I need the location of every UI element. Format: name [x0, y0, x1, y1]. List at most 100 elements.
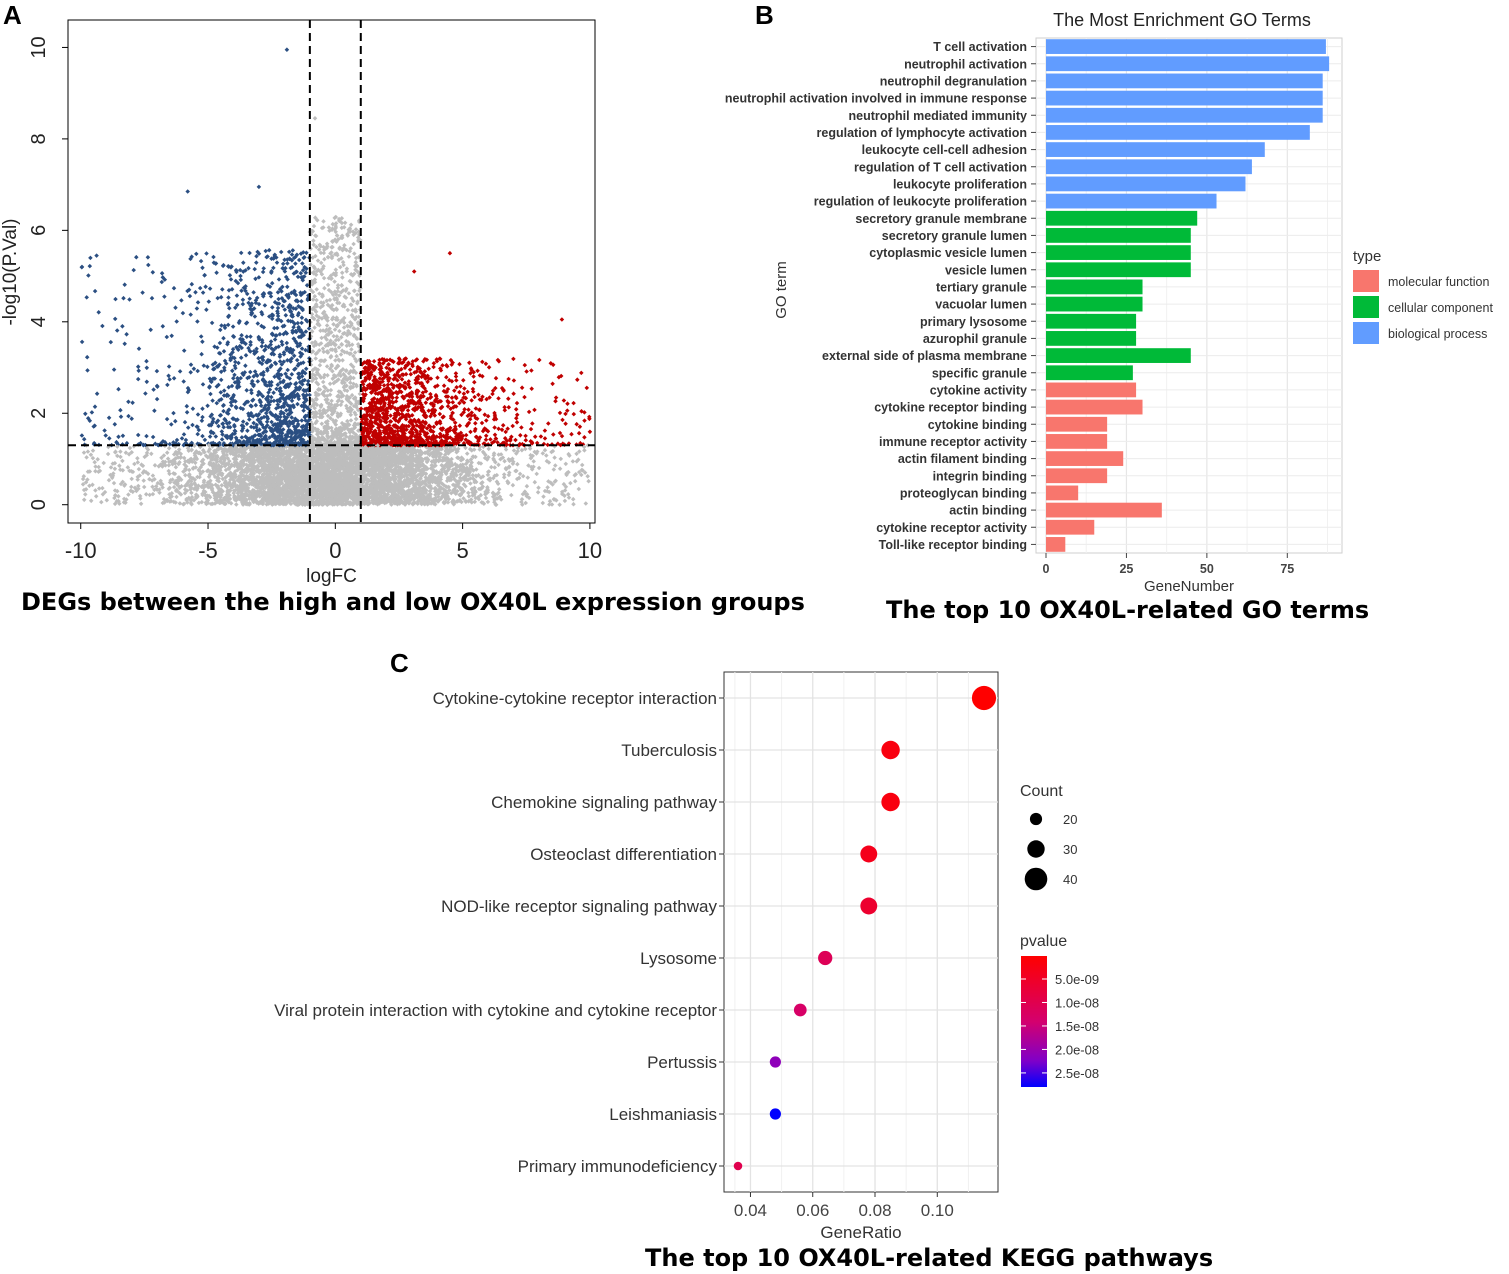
point-ns — [436, 446, 441, 451]
point-ns — [252, 447, 257, 452]
point-ns — [330, 488, 335, 493]
point-ns — [395, 469, 400, 474]
point-ns — [361, 453, 366, 458]
point-ns — [137, 467, 142, 472]
point-ns — [345, 471, 350, 476]
point-down — [275, 443, 280, 448]
point-ns — [248, 453, 253, 458]
point-ns — [296, 501, 301, 506]
point-ns — [306, 444, 311, 449]
point-ns — [337, 491, 342, 496]
point-ns — [410, 464, 415, 469]
point-up — [420, 384, 425, 389]
point-ns — [346, 443, 351, 448]
point-ns — [345, 482, 350, 487]
point-up — [374, 436, 379, 441]
point-down — [273, 300, 278, 305]
point-down — [181, 379, 186, 384]
point-down — [290, 314, 295, 319]
point-ns — [327, 326, 332, 331]
point-ns — [348, 428, 353, 433]
point-down — [291, 248, 296, 253]
point-down — [259, 442, 264, 447]
point-ns — [370, 488, 375, 493]
point-up — [453, 404, 458, 409]
point-ns — [342, 456, 347, 461]
point-ns — [242, 496, 247, 501]
point-ns — [314, 272, 319, 277]
point-down — [214, 270, 219, 275]
point-ns — [286, 465, 291, 470]
point-ns — [323, 468, 328, 473]
point-ns — [423, 475, 428, 480]
point-ns — [432, 476, 437, 481]
point-ns — [411, 479, 416, 484]
point-down — [270, 314, 275, 319]
point-ns — [398, 465, 403, 470]
point-ns — [84, 443, 89, 448]
point-ns — [512, 448, 517, 453]
point-ns — [354, 446, 359, 451]
point-ns — [331, 444, 336, 449]
point-ns — [319, 442, 324, 447]
point-down — [278, 438, 283, 443]
point-ns — [447, 497, 452, 502]
point-ns — [258, 489, 263, 494]
point-ns — [88, 469, 93, 474]
point-ns — [363, 449, 368, 454]
point-ns — [325, 476, 330, 481]
point-ns — [298, 499, 303, 504]
point-ns — [373, 483, 378, 488]
point-ns — [274, 490, 279, 495]
point-down — [239, 346, 244, 351]
point-ns — [286, 443, 291, 448]
point-ns — [344, 289, 349, 294]
point-ns — [252, 458, 257, 463]
point-down — [300, 276, 305, 281]
point-down — [138, 441, 143, 446]
point-down — [283, 441, 288, 446]
point-ns — [384, 454, 389, 459]
point-up — [430, 411, 435, 416]
point-ns — [332, 441, 337, 446]
point-up — [440, 442, 445, 447]
point-ns — [322, 408, 327, 413]
point-ns — [410, 492, 415, 497]
point-ns — [340, 226, 345, 231]
point-ns — [310, 444, 315, 449]
point-ns — [350, 480, 355, 485]
point-ns — [336, 289, 341, 294]
point-ns — [322, 393, 327, 398]
point-ns — [325, 315, 330, 320]
point-down — [278, 380, 283, 385]
point-up — [480, 374, 485, 379]
point-ns — [285, 477, 290, 482]
point-ns — [453, 447, 458, 452]
point-ns — [222, 458, 227, 463]
point-down — [299, 321, 304, 326]
point-ns — [401, 448, 406, 453]
point-ns — [314, 493, 319, 498]
point-up — [420, 408, 425, 413]
point-up — [393, 440, 398, 445]
point-down — [307, 415, 312, 420]
point-ns — [334, 489, 339, 494]
point-down — [231, 399, 236, 404]
point-ns — [364, 451, 369, 456]
point-ns — [271, 470, 276, 475]
point-ns — [239, 471, 244, 476]
point-ns — [324, 337, 329, 342]
point-ns — [409, 488, 414, 493]
point-ns — [366, 501, 371, 506]
point-down — [278, 287, 283, 292]
point-ns — [260, 443, 265, 448]
point-up — [487, 395, 492, 400]
point-ns — [450, 469, 455, 474]
point-ns — [233, 495, 238, 500]
point-down — [283, 269, 288, 274]
point-ns — [335, 411, 340, 416]
point-ns — [390, 470, 395, 475]
point-down — [197, 428, 202, 433]
point-down — [290, 351, 295, 356]
point-ns — [266, 495, 271, 500]
